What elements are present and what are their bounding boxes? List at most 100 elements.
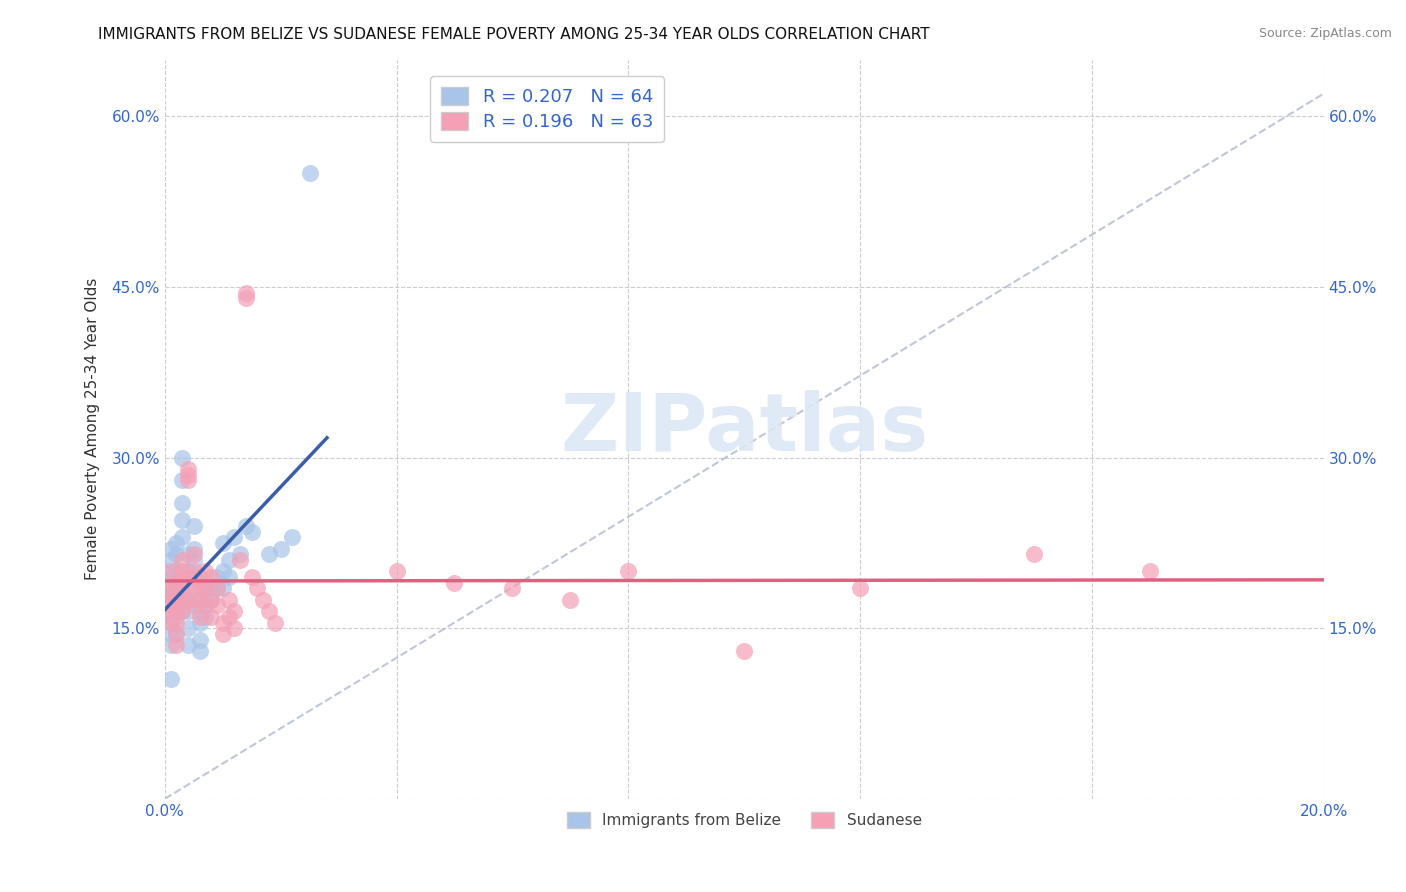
Point <box>240 524 263 539</box>
Point <box>218 592 240 607</box>
Point <box>153 604 176 618</box>
Point <box>159 553 181 567</box>
Point <box>205 582 228 596</box>
Text: IMMIGRANTS FROM BELIZE VS SUDANESE FEMALE POVERTY AMONG 25-34 YEAR OLDS CORRELAT: IMMIGRANTS FROM BELIZE VS SUDANESE FEMAL… <box>98 27 929 42</box>
Point <box>240 570 263 584</box>
Point <box>194 592 217 607</box>
Point <box>218 610 240 624</box>
Point <box>183 553 205 567</box>
Point <box>188 644 211 658</box>
Point <box>177 467 200 482</box>
Point <box>183 565 205 579</box>
Point <box>172 592 194 607</box>
Point <box>159 582 181 596</box>
Point <box>165 575 187 590</box>
Point <box>252 592 274 607</box>
Point <box>183 547 205 561</box>
Point <box>188 604 211 618</box>
Point <box>194 565 217 579</box>
Point <box>177 592 200 607</box>
Point <box>1022 547 1045 561</box>
Point <box>385 565 408 579</box>
Point <box>165 592 187 607</box>
Point <box>560 592 582 607</box>
Point <box>200 592 222 607</box>
Point <box>165 565 187 579</box>
Point <box>165 592 187 607</box>
Point <box>165 575 187 590</box>
Point <box>501 582 523 596</box>
Point <box>224 604 246 618</box>
Point <box>153 587 176 601</box>
Point <box>177 547 200 561</box>
Point <box>172 582 194 596</box>
Point <box>849 582 872 596</box>
Point <box>172 604 194 618</box>
Point <box>617 565 640 579</box>
Point <box>159 627 181 641</box>
Point <box>165 536 187 550</box>
Point <box>733 644 755 658</box>
Point <box>235 292 257 306</box>
Point <box>235 519 257 533</box>
Point <box>177 621 200 635</box>
Point <box>183 519 205 533</box>
Point <box>211 627 233 641</box>
Point <box>172 496 194 510</box>
Point <box>172 530 194 544</box>
Point <box>159 599 181 613</box>
Point <box>211 536 233 550</box>
Point <box>159 615 181 630</box>
Point <box>177 582 200 596</box>
Point <box>159 599 181 613</box>
Y-axis label: Female Poverty Among 25-34 Year Olds: Female Poverty Among 25-34 Year Olds <box>86 278 100 581</box>
Point <box>165 599 187 613</box>
Point <box>153 582 176 596</box>
Point <box>211 582 233 596</box>
Point <box>298 166 321 180</box>
Point <box>159 615 181 630</box>
Point <box>218 570 240 584</box>
Point <box>229 553 252 567</box>
Point <box>200 570 222 584</box>
Point <box>1139 565 1161 579</box>
Point <box>177 604 200 618</box>
Point <box>172 570 194 584</box>
Point <box>188 570 211 584</box>
Point <box>194 582 217 596</box>
Point <box>177 570 200 584</box>
Legend: Immigrants from Belize, Sudanese: Immigrants from Belize, Sudanese <box>560 805 929 836</box>
Point <box>200 592 222 607</box>
Point <box>188 632 211 647</box>
Point <box>172 513 194 527</box>
Point <box>235 285 257 300</box>
Point <box>159 587 181 601</box>
Point <box>194 610 217 624</box>
Point <box>172 553 194 567</box>
Point <box>188 610 211 624</box>
Point <box>159 592 181 607</box>
Point <box>172 450 194 465</box>
Point <box>172 474 194 488</box>
Point <box>159 570 181 584</box>
Point <box>281 530 304 544</box>
Point <box>177 474 200 488</box>
Point <box>270 541 292 556</box>
Point <box>165 627 187 641</box>
Point <box>172 592 194 607</box>
Point <box>183 582 205 596</box>
Point <box>200 610 222 624</box>
Point <box>224 621 246 635</box>
Point <box>165 610 187 624</box>
Point <box>188 592 211 607</box>
Point <box>177 462 200 476</box>
Point <box>183 599 205 613</box>
Point <box>229 547 252 561</box>
Point <box>205 570 228 584</box>
Point <box>257 604 280 618</box>
Point <box>183 570 205 584</box>
Point <box>165 638 187 652</box>
Point <box>205 599 228 613</box>
Point <box>224 530 246 544</box>
Point <box>218 553 240 567</box>
